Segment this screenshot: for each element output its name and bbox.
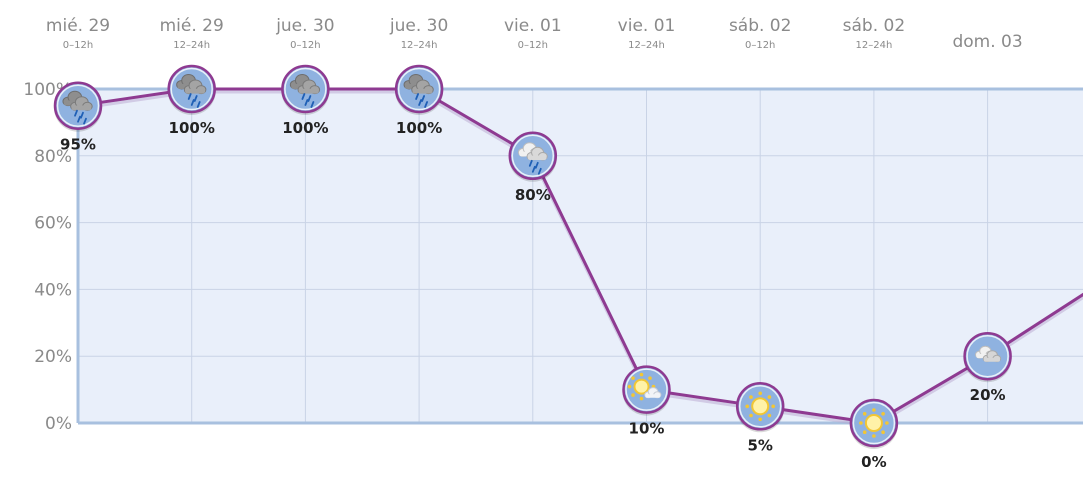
y-tick-label: 80% (34, 147, 72, 167)
column-period-label: 0–12h (745, 40, 775, 51)
y-tick-label: 60% (34, 214, 72, 234)
column-period-label: 0–12h (518, 40, 548, 51)
column-day-label: mié. 29 (46, 16, 110, 36)
data-label: 95% (60, 136, 96, 154)
x-axis-labels: mié. 29 0–12h mié. 29 12–24h jue. 30 0–12h jue… (46, 16, 1023, 52)
column-day-label: jue. 30 (275, 16, 334, 36)
data-label: 5% (747, 436, 772, 454)
column-day-label: dom. 03 (952, 32, 1022, 52)
y-tick-label: 0% (45, 414, 72, 434)
data-label: 100% (282, 119, 328, 137)
column-period-label: 0–12h (63, 40, 93, 51)
data-label: 100% (396, 119, 442, 137)
y-axis-labels: 0%20%40%60%80%100% (23, 80, 72, 434)
sun-cloud-icon (622, 365, 671, 416)
column-day-label: mié. 29 (160, 16, 224, 36)
heavy-rain-cloud-icon (281, 64, 330, 115)
heavy-rain-cloud-icon (53, 81, 103, 132)
data-label: 10% (629, 420, 665, 438)
y-tick-label: 20% (34, 347, 72, 367)
cloud-icon (963, 331, 1012, 383)
sun-icon (849, 398, 899, 449)
data-label: 100% (169, 119, 215, 137)
data-label: 80% (515, 186, 551, 204)
data-label: 20% (970, 386, 1006, 404)
column-period-label: 12–24h (173, 40, 210, 51)
column-day-label: sáb. 02 (843, 16, 906, 36)
column-day-label: vie. 01 (504, 16, 562, 36)
column-day-label: sáb. 02 (729, 16, 792, 36)
column-period-label: 0–12h (290, 40, 320, 51)
column-day-label: vie. 01 (618, 16, 676, 36)
column-period-label: 12–24h (628, 40, 665, 51)
rain-cloud-icon (508, 131, 558, 182)
sun-icon (735, 382, 785, 433)
column-day-label: jue. 30 (389, 16, 448, 36)
series-line (77, 87, 1083, 428)
data-label: 0% (861, 453, 886, 471)
heavy-rain-cloud-icon (167, 64, 216, 115)
column-period-label: 12–24h (401, 40, 438, 51)
y-tick-label: 40% (34, 280, 72, 300)
column-period-label: 12–24h (856, 40, 893, 51)
heavy-rain-cloud-icon (394, 64, 444, 115)
precipitation-line (77, 87, 1083, 425)
data-points (53, 64, 1012, 449)
data-labels: 95% 100% 100% 100% 80% 10% 5% 0% 20% (60, 119, 1006, 471)
